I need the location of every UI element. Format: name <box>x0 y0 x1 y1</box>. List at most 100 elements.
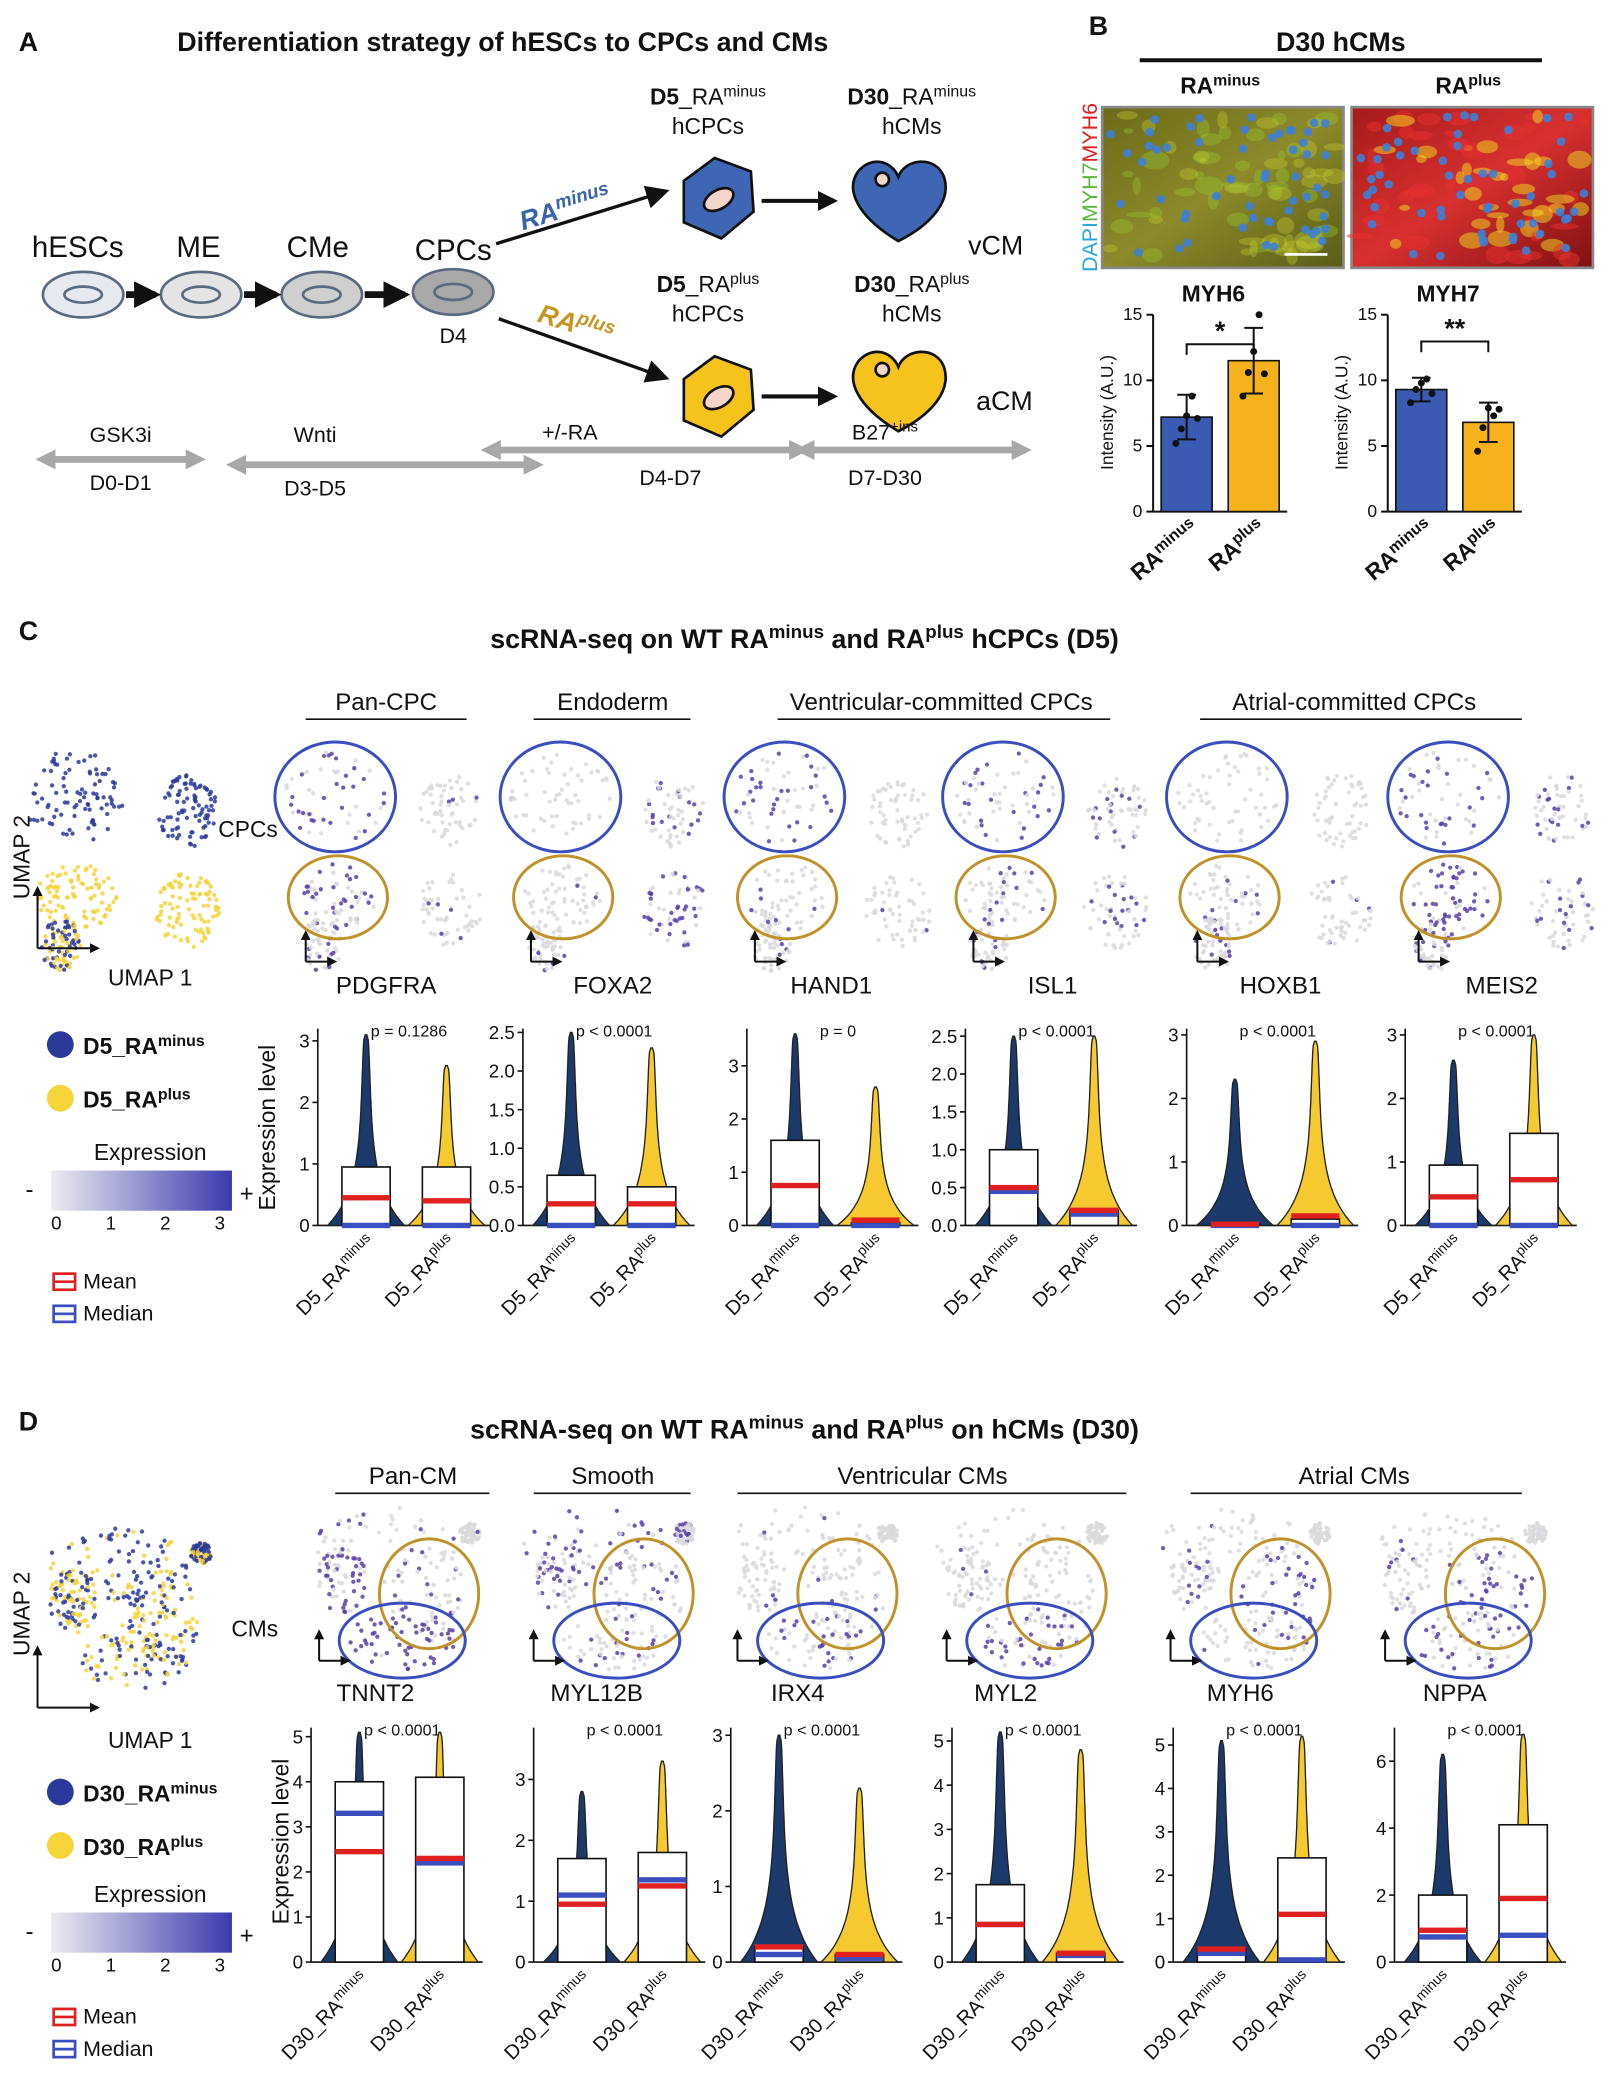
group-header: Endoderm <box>557 689 668 716</box>
cell <box>1416 113 1441 126</box>
umap-point <box>464 1532 470 1537</box>
umap-point <box>1323 794 1328 799</box>
umap-point <box>546 1541 551 1546</box>
umap-point <box>1457 1562 1462 1567</box>
umap-point <box>1236 769 1241 774</box>
umap-point <box>90 909 96 914</box>
umap-point <box>459 1528 464 1533</box>
umap-point <box>1256 1558 1262 1564</box>
umap-point <box>64 936 69 942</box>
cell <box>1302 167 1316 179</box>
umap-point <box>175 799 180 804</box>
umap-point <box>547 1535 552 1540</box>
label-part: D30 <box>847 83 889 109</box>
umap-point <box>822 1557 827 1562</box>
umap-point <box>1029 870 1034 875</box>
umap-point <box>151 1621 156 1627</box>
umap-point <box>1556 807 1561 812</box>
umap-point <box>593 1662 598 1668</box>
umap-point <box>1268 1617 1273 1622</box>
umap-point <box>555 916 560 921</box>
umap-point <box>885 781 891 787</box>
umap-point <box>787 1631 792 1636</box>
umap-point <box>763 869 768 874</box>
umap-point <box>1329 930 1334 936</box>
umap-point <box>1064 1545 1070 1550</box>
umap-point <box>646 1530 651 1536</box>
umap-point <box>86 1554 91 1560</box>
label-part: D30_RA <box>919 1995 989 2065</box>
umap-point <box>810 1648 816 1653</box>
umap-point <box>290 794 295 800</box>
umap-point <box>771 914 776 919</box>
umap-point <box>1548 877 1553 882</box>
umap-point <box>455 802 460 807</box>
significance: * <box>1215 316 1226 346</box>
umap-point <box>1542 817 1548 822</box>
umap-point <box>552 952 557 957</box>
label-part: D5_RA <box>940 1258 1002 1320</box>
umap-point <box>1224 929 1230 934</box>
cell <box>1532 109 1543 124</box>
umap-point <box>659 819 664 825</box>
cell <box>1322 168 1346 185</box>
umap-point <box>205 892 210 897</box>
umap-point <box>1499 1585 1504 1590</box>
cm-label: D30_RAminus <box>847 83 976 109</box>
nucleus <box>1299 138 1308 147</box>
umap-point <box>773 918 779 923</box>
umap-point <box>445 1600 450 1605</box>
umap-point <box>1245 874 1251 879</box>
nucleus <box>1375 170 1384 180</box>
group-header: Smooth <box>571 1463 654 1490</box>
umap-point <box>1028 1578 1033 1583</box>
umap-point <box>66 1609 71 1615</box>
umap-point <box>987 890 992 896</box>
umap-point <box>1291 1551 1297 1556</box>
umap-point <box>762 1549 767 1555</box>
umap-point <box>1264 1554 1270 1559</box>
umap-point <box>1545 797 1550 802</box>
legend-label: D5_RAplus <box>83 1086 191 1112</box>
nucleus <box>1528 219 1538 228</box>
umap-point <box>978 818 984 823</box>
umap-point <box>1262 805 1268 810</box>
violin <box>1040 1749 1121 1963</box>
umap-point <box>63 871 68 876</box>
umap-point <box>116 1549 122 1554</box>
umap-point <box>211 914 216 919</box>
umap-point <box>300 810 306 816</box>
umap-point <box>1472 907 1477 912</box>
median-line <box>638 1877 687 1883</box>
umap-point <box>114 1636 119 1641</box>
umap-point <box>1024 792 1030 798</box>
umap-point <box>790 879 795 884</box>
cell <box>1399 204 1411 211</box>
nucleus <box>1269 242 1279 251</box>
umap-point <box>695 888 701 893</box>
umap-point <box>1263 1658 1269 1664</box>
umap-point <box>878 836 883 841</box>
umap-point <box>667 916 672 921</box>
umap-point <box>429 786 435 791</box>
umap-point <box>69 1542 75 1547</box>
umap-point <box>63 770 68 776</box>
treatment: Wnti <box>294 423 337 447</box>
umap-point <box>1108 908 1113 913</box>
umap-point <box>463 1524 468 1529</box>
umap-point <box>1201 1630 1206 1635</box>
umap-point <box>1476 785 1481 791</box>
umap-point <box>1539 808 1544 813</box>
nucleus <box>1382 123 1392 133</box>
umap-point <box>745 1567 751 1573</box>
umap-point <box>1286 1635 1291 1641</box>
umap-point <box>736 1529 742 1534</box>
umap-point <box>91 1582 96 1587</box>
umap-point <box>1323 789 1329 794</box>
umap-point <box>825 1626 831 1631</box>
umap-point <box>1181 805 1187 810</box>
umap-point <box>81 795 87 800</box>
umap-point <box>366 900 371 905</box>
umap-point <box>64 832 69 837</box>
umap-point <box>181 799 186 805</box>
